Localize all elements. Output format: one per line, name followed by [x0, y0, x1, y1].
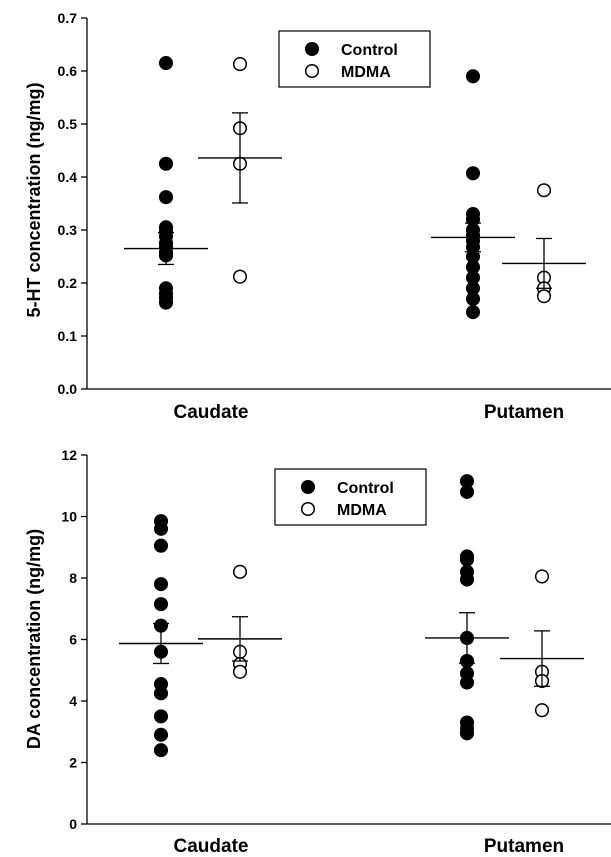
legend: Control MDMA	[274, 468, 427, 526]
y-tick-label: 0.4	[58, 169, 78, 185]
mdma-point	[534, 569, 550, 584]
y-tick-label: 2	[69, 755, 77, 771]
control-point	[153, 577, 169, 592]
y-tick-label: 8	[69, 570, 77, 586]
mdma-point	[536, 289, 552, 304]
control-point	[153, 709, 169, 724]
y-tick-label: 0.6	[58, 63, 78, 79]
control-point	[158, 295, 174, 310]
control-point	[459, 726, 475, 741]
mdma-point	[232, 269, 248, 284]
y-tick-label: 6	[69, 632, 77, 648]
control-point	[158, 190, 174, 205]
control-point	[465, 166, 481, 181]
control-point	[153, 521, 169, 536]
control-point	[459, 484, 475, 499]
legend-entry-label: MDMA	[337, 502, 387, 519]
chart-panel-1: 0.0 0.1 0.2 0.3 0.4 0.5 0.6 0.7 5-HT concentrati…	[24, 10, 611, 423]
y-tick-label: 0.2	[58, 275, 78, 291]
legend-entry-label: Control	[337, 480, 394, 497]
control-point	[153, 743, 169, 758]
x-category-label: Putamen	[484, 836, 564, 857]
mdma-point	[536, 183, 552, 198]
legend-box	[274, 468, 427, 526]
control-point	[153, 727, 169, 742]
legend: Control MDMA	[278, 30, 431, 88]
y-axis-label: DA concentration (ng/mg)	[24, 529, 44, 749]
y-tick-label: 12	[61, 447, 77, 463]
y-tick-label: 4	[69, 693, 77, 709]
mdma-point	[232, 564, 248, 579]
y-tick-label: 0	[69, 816, 77, 832]
legend-entry-label: MDMA	[341, 64, 391, 81]
legend-box	[278, 30, 431, 88]
control-point	[465, 291, 481, 306]
y-axis-label: 5-HT concentration (ng/mg)	[24, 83, 44, 318]
mdma-point	[232, 664, 248, 679]
x-category-label: Putamen	[484, 402, 564, 423]
legend-mdma-marker	[300, 501, 316, 517]
x-category-label: Caudate	[174, 402, 249, 423]
control-point	[459, 675, 475, 690]
legend-control-marker	[304, 41, 320, 57]
control-point	[465, 305, 481, 320]
legend-mdma-marker	[304, 63, 320, 79]
control-point	[153, 686, 169, 701]
y-tick-label: 0.7	[58, 10, 78, 26]
control-point	[158, 56, 174, 71]
legend-entry-label: Control	[341, 42, 398, 59]
y-tick-label: 0.0	[58, 381, 78, 397]
chart-panel-2: 0 2 4 6 8 10 12 DA concentration (ng/mg) Caudate…	[24, 447, 611, 857]
y-tick-label: 0.5	[58, 116, 78, 132]
x-category-label: Caudate	[174, 836, 249, 857]
control-point	[459, 572, 475, 587]
legend-control-marker	[300, 479, 316, 495]
mdma-point	[232, 57, 248, 72]
control-point	[153, 597, 169, 612]
y-tick-label: 0.1	[58, 328, 78, 344]
control-point	[459, 552, 475, 567]
mdma-point	[534, 703, 550, 718]
control-point	[465, 69, 481, 84]
control-point	[158, 156, 174, 171]
y-tick-label: 10	[61, 509, 77, 525]
control-point	[153, 538, 169, 553]
y-tick-label: 0.3	[58, 222, 78, 238]
